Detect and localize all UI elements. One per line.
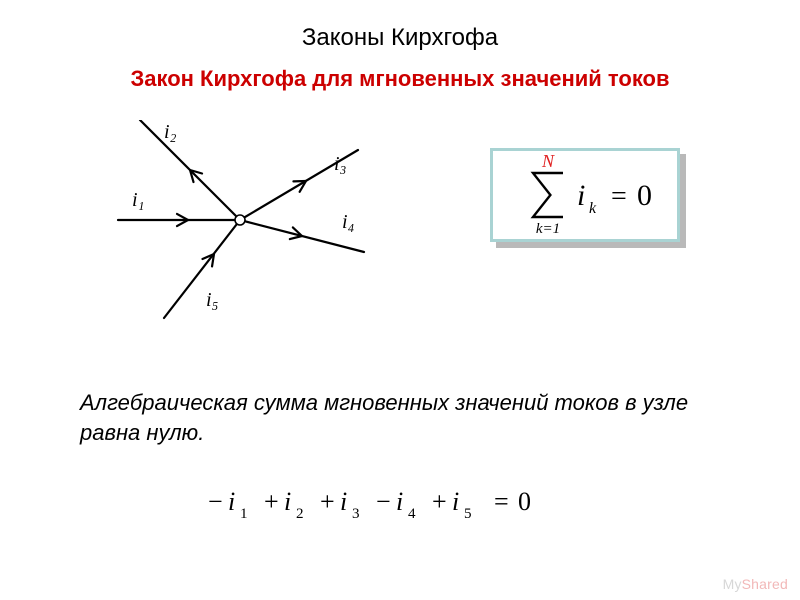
equation-svg: −i1+i2+i3−i4+i5=0 xyxy=(190,478,610,528)
svg-text:−: − xyxy=(208,487,223,516)
svg-text:i: i xyxy=(396,487,403,516)
svg-text:3: 3 xyxy=(352,506,360,522)
watermark-red: Shared xyxy=(742,576,788,592)
sum-formula-svg: Nk=1 ik = 0 xyxy=(493,151,677,239)
svg-text:0: 0 xyxy=(518,487,531,516)
page-subtitle: Закон Кирхгофа для мгновенных значений т… xyxy=(0,66,800,92)
svg-text:k: k xyxy=(589,200,597,217)
node-diagram: i₁ i₂ i₃ i₄ i₅ xyxy=(110,120,380,335)
svg-text:−: − xyxy=(376,487,391,516)
sum-formula-box: Nk=1 ik = 0 xyxy=(490,148,680,242)
svg-text:N: N xyxy=(541,151,555,171)
page-title: Законы Кирхгофа xyxy=(0,24,800,52)
svg-text:i₃: i₃ xyxy=(334,153,347,175)
svg-text:i: i xyxy=(284,487,291,516)
svg-text:=: = xyxy=(494,487,509,516)
node-diagram-svg: i₁ i₂ i₃ i₄ i₅ xyxy=(110,120,380,330)
watermark-pre: My xyxy=(723,576,742,592)
formula-box-inner: Nk=1 ik = 0 xyxy=(490,148,680,242)
svg-text:2: 2 xyxy=(296,506,304,522)
svg-text:+: + xyxy=(320,487,335,516)
svg-text:i: i xyxy=(340,487,347,516)
svg-text:+: + xyxy=(264,487,279,516)
svg-text:i: i xyxy=(577,179,585,212)
svg-text:i: i xyxy=(452,487,459,516)
svg-text:k=1: k=1 xyxy=(536,221,560,237)
svg-text:4: 4 xyxy=(408,506,416,522)
svg-text:i₅: i₅ xyxy=(206,289,219,311)
expanded-equation: −i1+i2+i3−i4+i5=0 xyxy=(0,478,800,533)
svg-text:=: = xyxy=(611,181,627,212)
svg-text:i₁: i₁ xyxy=(132,189,145,211)
svg-text:1: 1 xyxy=(240,506,248,522)
svg-text:i: i xyxy=(228,487,235,516)
watermark: MyShared xyxy=(723,576,788,592)
svg-text:i₂: i₂ xyxy=(164,121,177,143)
svg-text:0: 0 xyxy=(637,179,652,212)
svg-text:5: 5 xyxy=(464,506,472,522)
svg-text:+: + xyxy=(432,487,447,516)
svg-text:i₄: i₄ xyxy=(342,211,355,233)
sum-explanation-text: Алгебраическая сумма мгновенных значений… xyxy=(80,388,740,447)
